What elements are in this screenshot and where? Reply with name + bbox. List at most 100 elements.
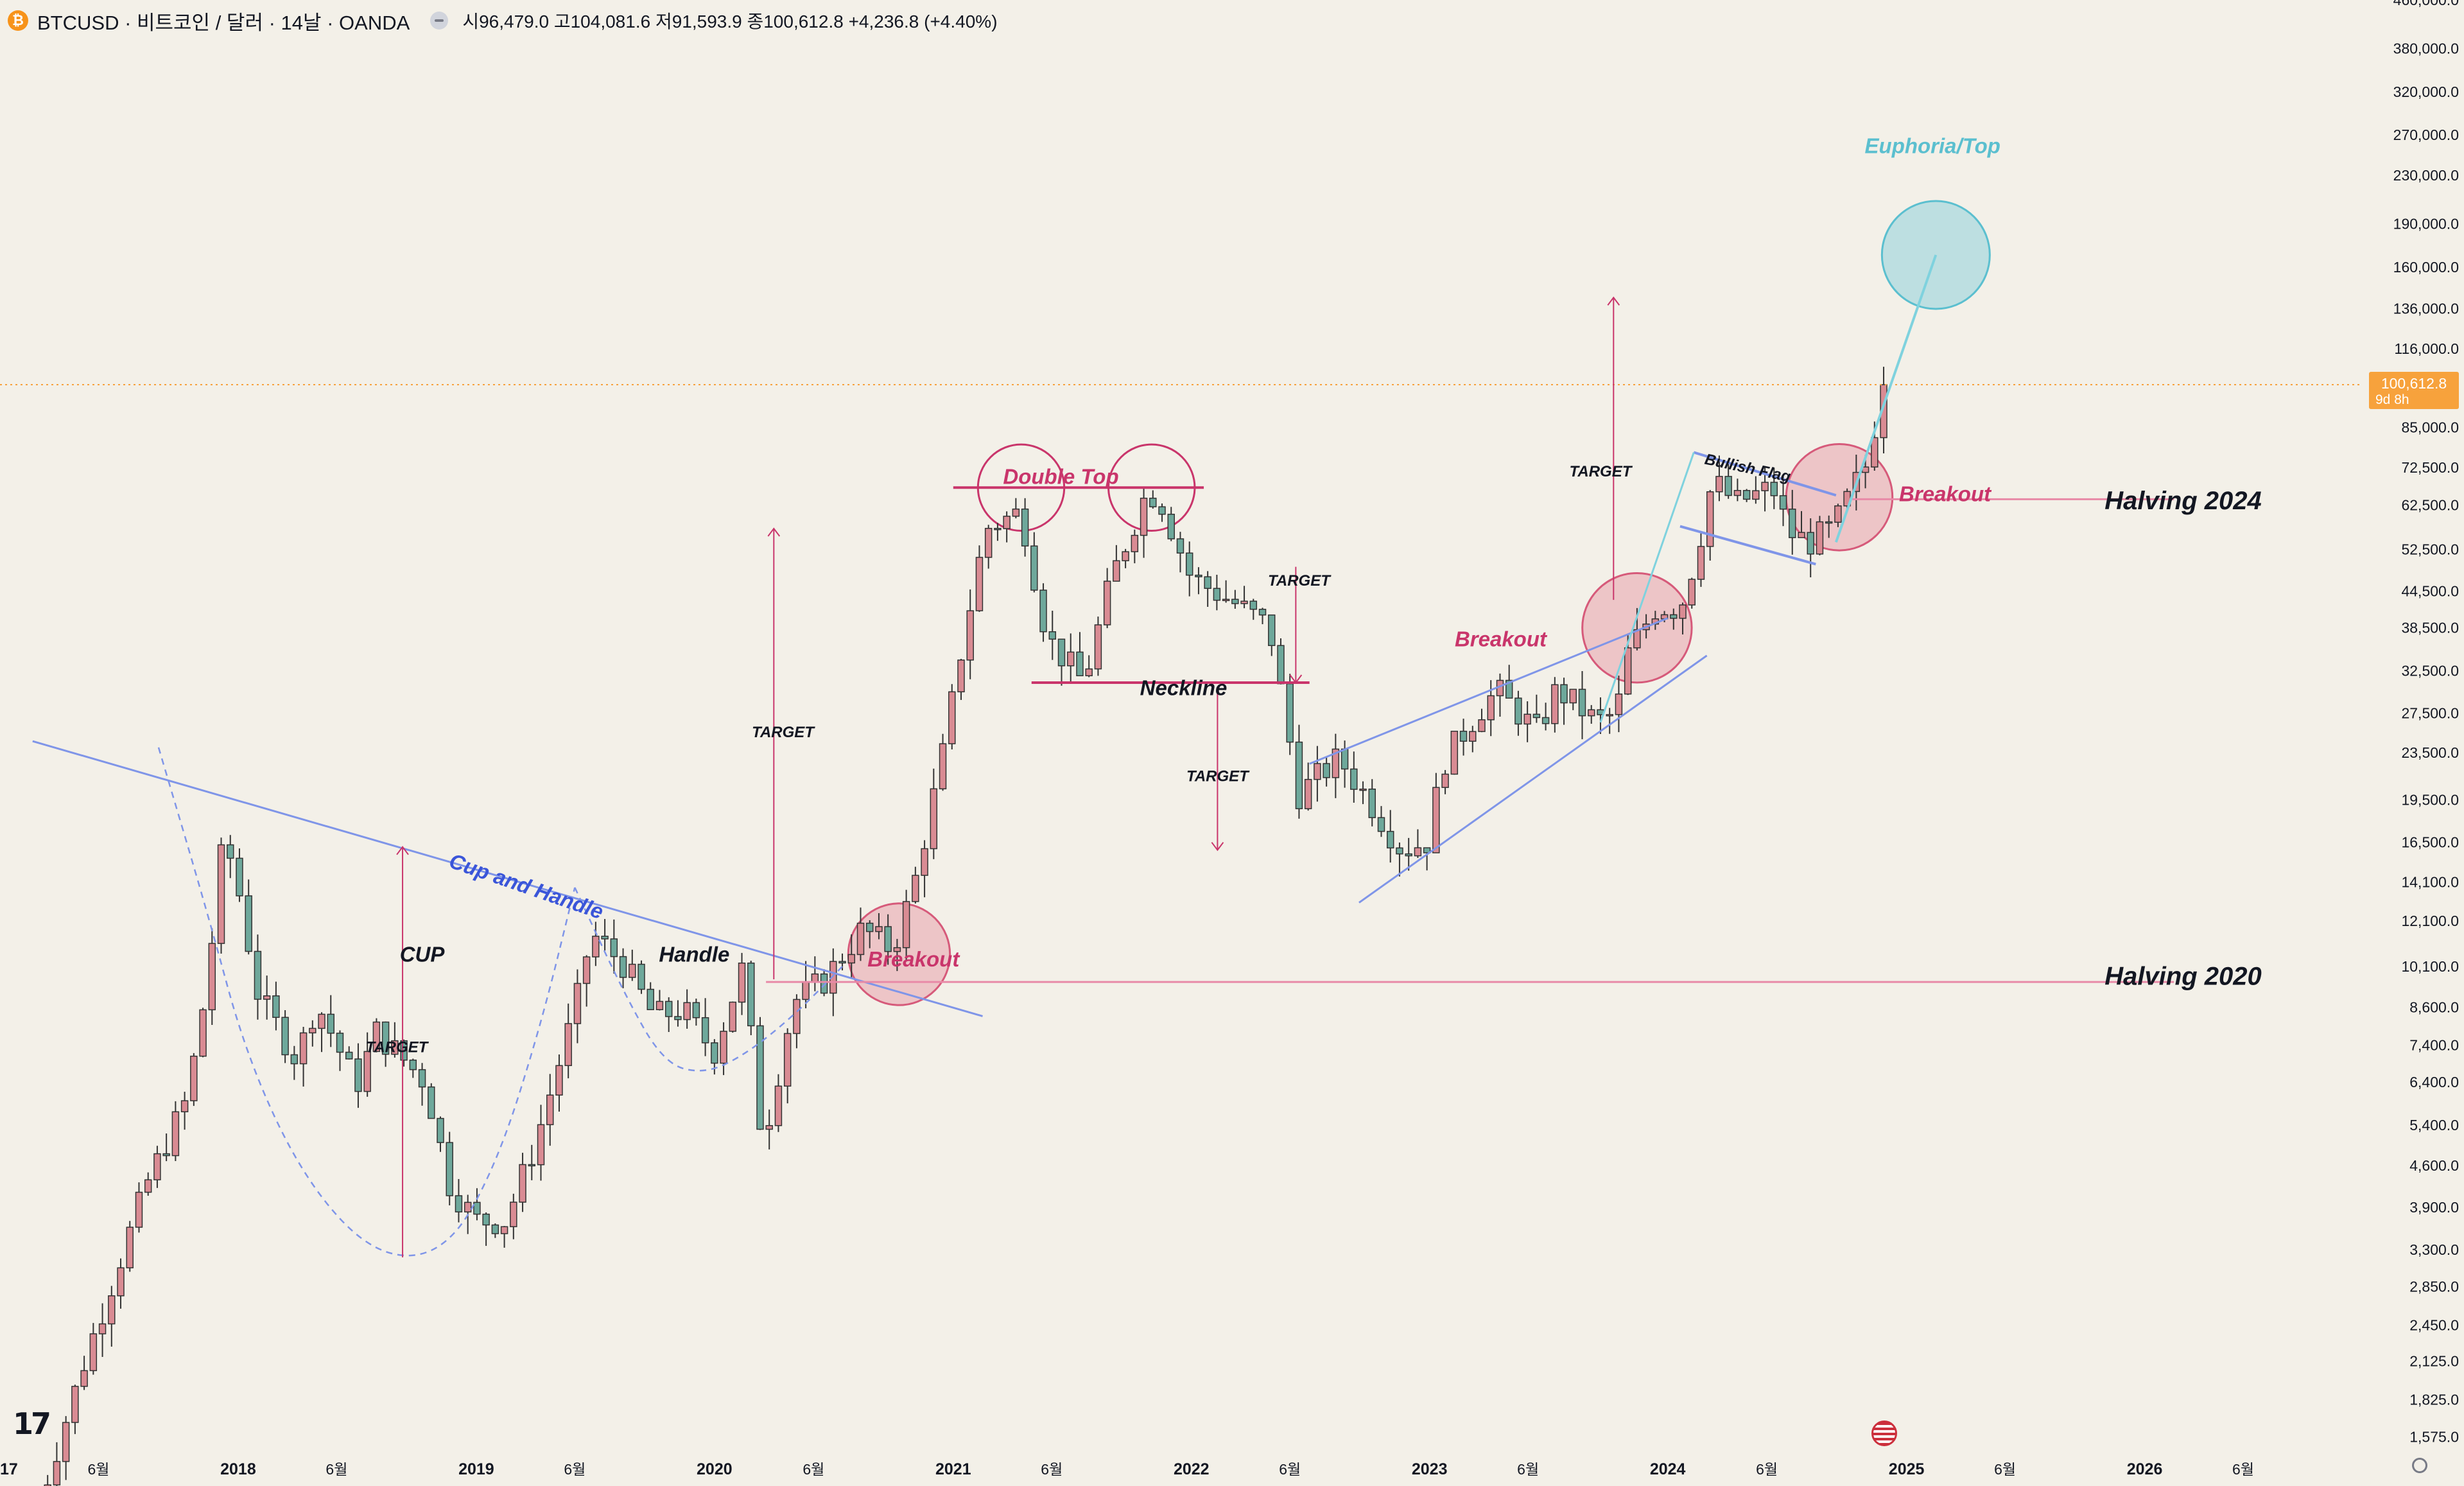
candle-body <box>1432 787 1440 853</box>
candle <box>263 975 271 1020</box>
candle <box>1514 690 1522 736</box>
candle <box>546 1074 554 1146</box>
candle <box>391 1022 399 1058</box>
candle <box>327 995 334 1047</box>
candle-body <box>747 962 755 1027</box>
candle <box>994 523 1002 541</box>
candle <box>372 1018 381 1053</box>
candle-body <box>180 1100 189 1113</box>
candle-body <box>1323 763 1330 778</box>
candle-body <box>290 1054 299 1065</box>
candle <box>254 934 262 1020</box>
double-top-target-down-1 <box>1289 566 1303 684</box>
candle-body <box>1679 604 1687 619</box>
candle-body <box>601 936 609 940</box>
candle-body <box>263 995 271 1000</box>
candle <box>683 989 691 1029</box>
candle-body <box>1094 624 1102 670</box>
candle <box>592 922 600 966</box>
candle <box>162 1133 170 1162</box>
candle <box>428 1083 435 1119</box>
candle-body <box>765 1125 773 1130</box>
y-tick-label: 4,600.0 <box>2409 1157 2459 1174</box>
candle <box>884 914 892 965</box>
candle-body <box>1048 631 1057 640</box>
candle <box>1532 694 1541 723</box>
candle <box>793 994 801 1049</box>
candle <box>1816 516 1824 555</box>
y-tick-label: 190,000.0 <box>2393 215 2459 232</box>
cup-curve <box>157 747 576 1257</box>
annotation-label: TARGET <box>752 724 815 741</box>
y-tick-label: 14,100.0 <box>2401 874 2459 891</box>
candle-body <box>573 983 582 1024</box>
y-tick-label: 16,500.0 <box>2401 834 2459 851</box>
candle-body <box>1314 763 1321 780</box>
y-tick-label: 2,125.0 <box>2409 1352 2459 1369</box>
candle-body <box>1405 853 1412 857</box>
candle-body <box>437 1117 444 1143</box>
candle <box>756 1017 764 1130</box>
tradingview-logo-icon[interactable]: 17 <box>13 1406 51 1441</box>
candle-body <box>1039 590 1047 633</box>
candle-body <box>491 1224 499 1234</box>
candle <box>354 1043 362 1108</box>
candle-body <box>98 1323 107 1334</box>
settings-icon[interactable] <box>2412 1458 2427 1473</box>
candle-body <box>126 1227 134 1269</box>
candle-body <box>400 1040 408 1061</box>
y-tick-label: 32,500.0 <box>2401 662 2459 679</box>
arrow-head <box>396 846 409 855</box>
candle <box>1469 726 1477 753</box>
y-tick-label: 2,850.0 <box>2409 1279 2459 1295</box>
candle <box>1314 746 1321 802</box>
candle-body <box>1258 609 1267 616</box>
candle-body <box>838 961 846 964</box>
candle <box>1258 608 1267 625</box>
candle-body <box>820 973 828 994</box>
candle-body <box>619 956 627 978</box>
candle-body <box>1706 491 1714 547</box>
candle <box>1706 490 1714 561</box>
symbol-title[interactable]: BTCUSD · 비트코인 / 달러 · 14날 · OANDA <box>37 11 410 34</box>
candle-body <box>1377 817 1385 832</box>
candle-body <box>1523 713 1531 725</box>
candle <box>318 1012 325 1053</box>
candle-body <box>1295 741 1303 810</box>
candle <box>902 889 910 960</box>
candle-body <box>793 999 801 1035</box>
candle <box>455 1179 463 1223</box>
candle <box>1323 756 1330 787</box>
candles-layer <box>44 367 1887 1486</box>
market-status-icon[interactable] <box>430 12 449 30</box>
candle-body <box>875 926 883 932</box>
candle-body <box>966 610 974 661</box>
candle <box>409 1058 417 1078</box>
x-tick-label: 6월 <box>1994 1461 2016 1478</box>
y-tick-label: 320,000.0 <box>2393 83 2459 100</box>
candle <box>865 920 874 948</box>
candle-body <box>1021 508 1029 546</box>
candle <box>171 1101 180 1162</box>
candle-body <box>1770 482 1778 496</box>
candle-body <box>1012 508 1020 517</box>
y-tick-label: 27,500.0 <box>2401 704 2459 721</box>
candle-body <box>528 1164 536 1167</box>
candle-body <box>1514 697 1522 725</box>
candle <box>299 1027 308 1087</box>
candle-body <box>1441 773 1449 788</box>
x-tick-label: 6월 <box>1517 1461 1539 1478</box>
candle-body <box>254 950 262 1000</box>
candle <box>1578 671 1586 740</box>
candle-body <box>674 1016 682 1020</box>
candle-body <box>994 528 1002 530</box>
candle <box>601 919 609 951</box>
us-flag-icon[interactable] <box>1871 1420 1897 1446</box>
candle-body <box>729 1001 737 1032</box>
candle <box>500 1226 508 1248</box>
bitcoin-icon: ₿ <box>8 10 28 31</box>
candle-body <box>281 1017 289 1056</box>
candle-body <box>1697 546 1705 580</box>
